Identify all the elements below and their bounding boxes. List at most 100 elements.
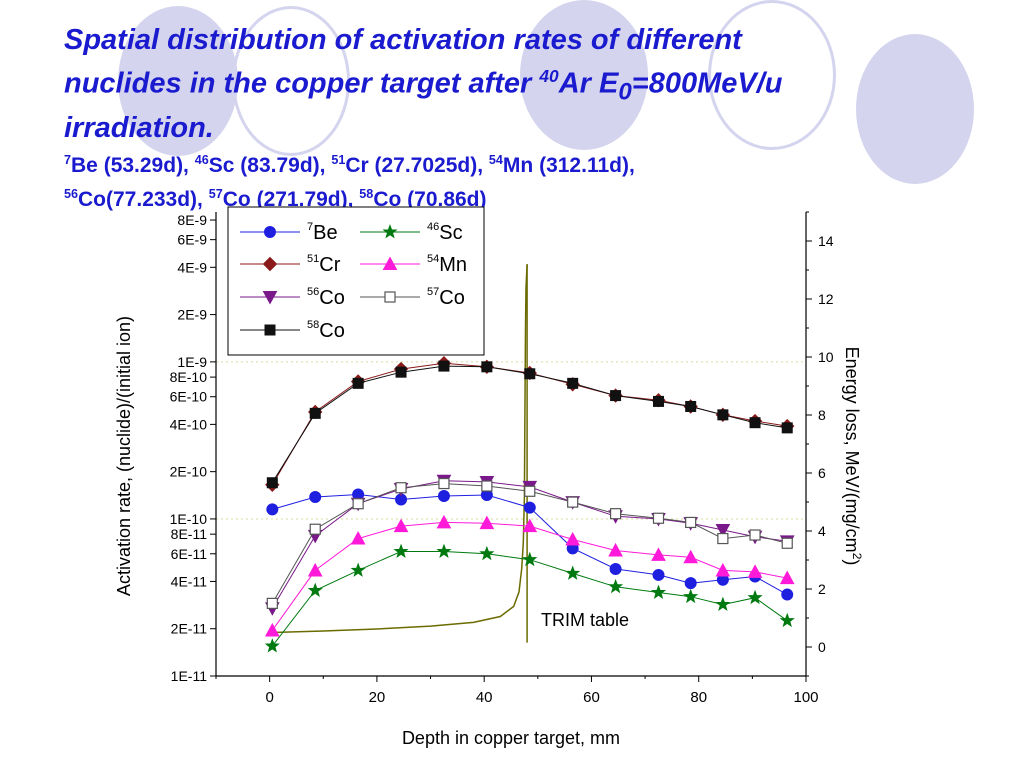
half-life-text: Co (271.79d), <box>222 188 360 212</box>
legend-mass: 46 <box>427 221 439 233</box>
title-line-3: irradiation. <box>64 112 214 145</box>
decor-circle-2 <box>232 6 350 156</box>
data-point <box>436 514 452 529</box>
title-energy-sub: 0 <box>618 78 632 106</box>
y2-axis-label: Energy loss, MeV/(mg/cm2) <box>842 347 864 566</box>
series-line <box>271 551 788 647</box>
data-point <box>781 588 794 601</box>
y-tick-label: 8E-10 <box>170 369 208 385</box>
y-tick-label: 1E-9 <box>177 354 207 370</box>
y2-tick-label: 8 <box>818 407 826 423</box>
data-point <box>781 537 793 549</box>
slide-title: Spatial distribution of activation rates… <box>64 22 994 214</box>
legend-marker <box>382 224 398 239</box>
legend-element: Co <box>439 287 465 309</box>
y2-axis-label-end: ) <box>842 559 862 565</box>
y-tick-label: 4E-9 <box>177 259 207 275</box>
legend-element: Cr <box>319 254 340 276</box>
data-point <box>393 518 409 533</box>
data-point <box>715 524 731 538</box>
title-energy-text: =800MeV/u <box>631 67 783 100</box>
series-co-57 <box>266 477 793 609</box>
data-point <box>565 565 581 580</box>
data-point <box>522 518 538 533</box>
legend-label: 54Mn <box>427 253 467 276</box>
data-point <box>524 485 536 497</box>
data-point <box>747 589 763 605</box>
x-tick-label: 20 <box>369 689 386 706</box>
half-life-text: Cr (27.7025d), <box>345 154 489 178</box>
y2-tick-label: 2 <box>818 581 826 597</box>
data-point <box>781 422 793 434</box>
data-point <box>395 482 407 494</box>
data-point <box>652 568 665 581</box>
y-tick-label: 2E-10 <box>170 464 208 480</box>
title-ion-text: Ar E <box>558 67 619 100</box>
decor-circle-1 <box>118 6 238 156</box>
half-life-mass: 56 <box>64 187 79 202</box>
y-tick-label: 6E-11 <box>171 546 208 562</box>
data-point <box>309 523 321 535</box>
series-mn-54 <box>264 514 795 637</box>
half-life-text: Co(77.233d), <box>78 188 209 212</box>
data-point <box>749 417 761 429</box>
data-point <box>524 368 536 380</box>
y2-tick-label: 14 <box>818 233 834 249</box>
data-point <box>266 477 278 489</box>
legend-element: Be <box>313 222 337 244</box>
y-tick-label: 6E-10 <box>170 389 208 405</box>
data-point <box>715 596 731 611</box>
data-point <box>652 512 665 524</box>
title-half-lives: 7Be (53.29d), 46Sc (83.79d), 51Cr (27.70… <box>64 146 994 214</box>
half-life-mass: 51 <box>331 153 346 168</box>
data-point <box>779 570 795 585</box>
decor-circle-3 <box>520 0 648 150</box>
y-tick-label: 4E-10 <box>170 416 208 432</box>
data-point <box>479 515 495 530</box>
data-point <box>684 577 697 590</box>
data-point <box>352 377 364 389</box>
half-life-mass: 54 <box>488 153 503 168</box>
legend-label: 7Be <box>307 221 338 244</box>
series-co-58 <box>266 360 793 489</box>
data-point <box>567 377 579 389</box>
series-line <box>271 483 788 604</box>
series-sc-46 <box>264 543 795 653</box>
legend-mass: 58 <box>307 319 319 331</box>
data-point <box>685 516 697 529</box>
legend-label: 46Sc <box>427 221 463 244</box>
legend-label: 51Cr <box>307 253 341 276</box>
data-point <box>350 562 366 577</box>
legend-label: 57Co <box>427 286 465 309</box>
half-life-text: Be (53.29d), <box>71 154 195 178</box>
legend-label: 58Co <box>307 319 345 342</box>
y-tick-label: 8E-11 <box>171 526 208 542</box>
data-point <box>608 542 623 557</box>
decor-circle-5 <box>856 34 974 184</box>
x-tick-label: 100 <box>793 689 818 706</box>
data-point <box>264 638 280 653</box>
legend-marker <box>264 324 276 336</box>
decor-circle-4 <box>708 0 836 150</box>
legend-marker <box>384 291 396 303</box>
data-point <box>264 622 280 637</box>
y2-axis-label-sup: 2 <box>850 553 864 560</box>
data-point <box>481 480 493 492</box>
y2-tick-label: 6 <box>818 465 826 481</box>
series-line <box>271 362 788 486</box>
data-point <box>307 582 323 597</box>
series-line <box>271 365 788 483</box>
legend-element: Sc <box>439 222 462 244</box>
y-tick-label: 2E-9 <box>177 307 207 323</box>
y-tick-label: 1E-10 <box>170 511 208 527</box>
data-point <box>779 612 795 628</box>
legend-marker <box>264 226 276 238</box>
data-point <box>522 551 538 567</box>
data-point <box>309 490 322 503</box>
data-point <box>749 529 761 541</box>
y2-tick-label: 12 <box>818 291 834 307</box>
title-line-2: nuclides in the copper target after 40Ar… <box>64 58 994 110</box>
data-point <box>683 588 699 604</box>
